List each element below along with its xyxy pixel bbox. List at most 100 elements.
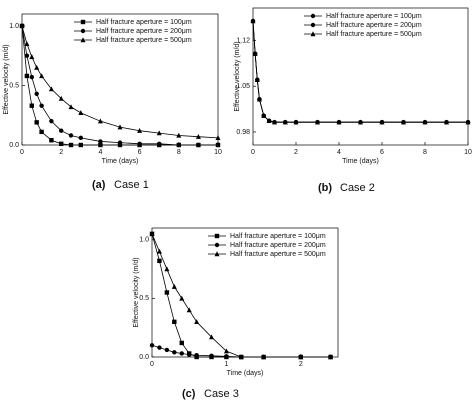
marker <box>358 119 363 125</box>
marker <box>78 110 84 116</box>
marker <box>298 354 304 360</box>
series-line <box>21 25 218 146</box>
legend-marker <box>214 251 220 257</box>
marker <box>24 53 30 58</box>
marker <box>157 345 162 350</box>
marker <box>172 350 177 355</box>
x-tick-label: 8 <box>423 149 427 156</box>
marker <box>252 50 258 56</box>
x-tick-label: 0 <box>150 361 154 368</box>
marker <box>465 119 471 125</box>
y-tick-label: 0.5 <box>9 82 19 89</box>
y-tick-label: 0.0 <box>139 354 149 361</box>
marker <box>164 347 170 353</box>
marker <box>176 142 181 148</box>
marker <box>156 248 162 254</box>
marker <box>34 120 39 125</box>
marker <box>266 118 272 124</box>
marker <box>179 340 184 346</box>
marker <box>250 18 256 24</box>
marker <box>272 119 277 125</box>
legend-marker <box>310 13 316 19</box>
y-tick-label: 0.5 <box>139 295 149 302</box>
x-tick-label: 2 <box>59 149 63 156</box>
y-axis-label: Effective velocity (m/d) <box>3 44 10 114</box>
marker <box>78 142 83 148</box>
legend-label: Half fracture aperture = 200μm <box>326 22 422 29</box>
marker <box>282 119 288 125</box>
marker <box>149 343 155 348</box>
marker <box>215 142 221 148</box>
plot-frame <box>252 7 469 146</box>
marker <box>215 135 221 141</box>
caption: Case 1 <box>114 179 149 191</box>
legend-marker <box>214 242 220 248</box>
legend-label: Half fracture aperture = 500μm <box>230 251 326 258</box>
marker <box>29 54 35 60</box>
x-tick-label: 10 <box>464 149 472 156</box>
marker <box>68 142 74 148</box>
marker <box>179 351 184 356</box>
x-axis-label: Time (days) <box>227 370 264 377</box>
caption-label: (a) <box>92 179 106 191</box>
marker <box>261 112 267 118</box>
marker <box>29 74 34 80</box>
chart-panel: 0 2 4 6 8 10 0.98 1.05 1.12 Time (days) Effective … <box>234 7 472 194</box>
marker <box>196 142 201 148</box>
marker <box>39 129 44 135</box>
marker <box>172 319 177 325</box>
y-tick-label: 0.98 <box>236 129 250 136</box>
marker <box>49 118 54 124</box>
marker <box>98 142 103 148</box>
chart-panel: 0 1 2 0.0 0.5 1.0 Time (days) Effective velocit… <box>133 227 339 400</box>
marker <box>186 307 192 313</box>
legend-marker <box>310 22 316 28</box>
y-axis-label: Effective velocity (m/d) <box>133 257 140 327</box>
x-tick-label: 1 <box>224 361 228 368</box>
marker <box>49 138 54 143</box>
marker <box>194 319 200 325</box>
x-tick-label: 2 <box>294 149 298 156</box>
legend-label: Half fracture aperture = 500μm <box>326 31 422 38</box>
marker <box>164 266 170 272</box>
marker <box>254 77 260 82</box>
marker <box>195 133 201 139</box>
marker <box>117 140 123 145</box>
marker <box>422 119 428 125</box>
marker <box>256 96 262 102</box>
marker <box>209 334 215 340</box>
marker <box>58 95 64 101</box>
marker <box>39 73 45 79</box>
marker <box>78 135 84 141</box>
y-axis-label: Effective velocity (m/d) <box>234 41 241 111</box>
x-axis-label: Time (days) <box>102 158 139 165</box>
marker <box>98 139 103 144</box>
caption: Case 3 <box>204 388 239 400</box>
marker <box>48 86 54 92</box>
marker <box>293 119 299 125</box>
legend-label: Half fracture aperture = 100μm <box>96 19 192 26</box>
legend-label: Half fracture aperture = 200μm <box>96 28 192 35</box>
marker <box>164 290 170 295</box>
series-line <box>21 25 218 146</box>
caption-label: (c) <box>182 388 196 400</box>
marker <box>157 141 162 147</box>
marker <box>261 354 267 360</box>
marker <box>137 128 143 133</box>
y-tick-label: 1.0 <box>9 23 19 30</box>
x-tick-label: 4 <box>337 149 341 156</box>
y-tick-label: 1.12 <box>236 37 250 44</box>
legend-marker <box>80 19 86 25</box>
marker <box>59 141 64 147</box>
marker <box>336 119 342 125</box>
marker <box>238 354 244 360</box>
marker <box>444 119 449 125</box>
marker <box>315 119 320 125</box>
x-axis-label: Time (days) <box>342 158 379 165</box>
x-tick-label: 0 <box>20 149 24 156</box>
marker <box>117 142 123 148</box>
x-tick-label: 8 <box>177 149 181 156</box>
legend-label: Half fracture aperture = 500μm <box>96 37 192 44</box>
marker <box>68 133 74 138</box>
